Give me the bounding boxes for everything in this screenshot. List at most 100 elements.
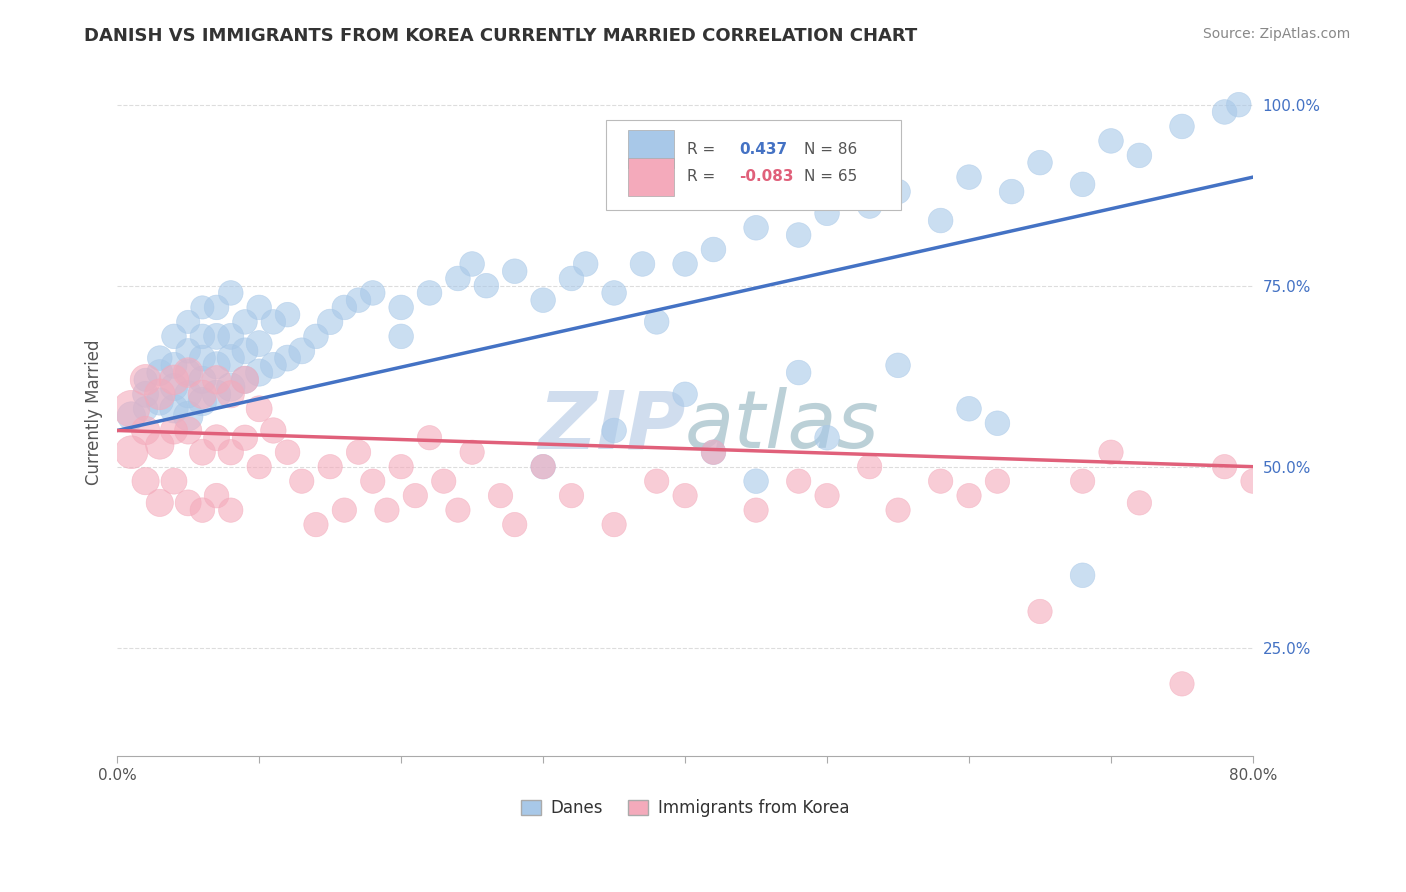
Point — [191, 387, 214, 401]
Point — [347, 445, 370, 459]
Point — [163, 424, 186, 438]
Point — [135, 373, 157, 387]
Point — [645, 315, 668, 329]
Point — [191, 351, 214, 365]
Text: -0.083: -0.083 — [740, 169, 794, 185]
Point — [702, 445, 724, 459]
Point — [631, 257, 654, 271]
Point — [233, 373, 256, 387]
Point — [163, 373, 186, 387]
Point — [163, 359, 186, 373]
Point — [389, 459, 412, 474]
Point — [673, 387, 696, 401]
Text: R =: R = — [688, 169, 720, 185]
Text: R =: R = — [688, 142, 720, 157]
Point — [531, 459, 554, 474]
Point — [205, 373, 228, 387]
Point — [531, 293, 554, 308]
Point — [277, 351, 299, 365]
Point — [291, 343, 314, 358]
Point — [262, 424, 284, 438]
Point — [673, 489, 696, 503]
Point — [447, 503, 470, 517]
Point — [191, 373, 214, 387]
Text: N = 86: N = 86 — [804, 142, 858, 157]
Point — [418, 431, 440, 445]
Point — [503, 517, 526, 532]
Point — [177, 343, 200, 358]
Text: Source: ZipAtlas.com: Source: ZipAtlas.com — [1202, 27, 1350, 41]
Point — [205, 489, 228, 503]
Point — [219, 445, 242, 459]
Point — [1171, 677, 1194, 691]
Point — [1001, 185, 1024, 199]
Point — [447, 271, 470, 285]
Point — [929, 213, 952, 227]
Point — [191, 301, 214, 315]
Point — [347, 293, 370, 308]
Point — [1029, 155, 1052, 169]
Point — [149, 438, 172, 452]
Point — [333, 503, 356, 517]
Point — [233, 373, 256, 387]
Point — [1171, 120, 1194, 134]
Point — [233, 343, 256, 358]
Point — [1099, 134, 1122, 148]
Y-axis label: Currently Married: Currently Married — [86, 340, 103, 485]
Point — [191, 329, 214, 343]
Point — [560, 489, 582, 503]
Point — [291, 474, 314, 488]
Point — [177, 409, 200, 423]
Point — [702, 445, 724, 459]
Point — [305, 329, 328, 343]
Point — [575, 257, 598, 271]
Point — [986, 416, 1008, 430]
Point — [277, 445, 299, 459]
Point — [191, 445, 214, 459]
Point — [319, 459, 342, 474]
Point — [319, 315, 342, 329]
Point — [1128, 148, 1150, 162]
Point — [219, 387, 242, 401]
Point — [149, 394, 172, 409]
Point — [957, 489, 980, 503]
Point — [375, 503, 398, 517]
Point — [1071, 568, 1094, 582]
Point — [205, 431, 228, 445]
Point — [560, 271, 582, 285]
Point — [603, 285, 626, 300]
Point — [205, 301, 228, 315]
Point — [163, 380, 186, 394]
Point — [859, 199, 882, 213]
Point — [135, 373, 157, 387]
Point — [787, 366, 810, 380]
Point — [205, 329, 228, 343]
Point — [1227, 97, 1250, 112]
Point — [333, 301, 356, 315]
Point — [120, 445, 142, 459]
Point — [149, 387, 172, 401]
Point — [135, 401, 157, 416]
Point — [1099, 445, 1122, 459]
Point — [815, 489, 838, 503]
Point — [957, 401, 980, 416]
Point — [361, 474, 384, 488]
Point — [177, 366, 200, 380]
Point — [887, 185, 910, 199]
Point — [247, 459, 270, 474]
Point — [887, 359, 910, 373]
Point — [745, 503, 768, 517]
Point — [887, 503, 910, 517]
Point — [1071, 474, 1094, 488]
Point — [120, 401, 142, 416]
Text: DANISH VS IMMIGRANTS FROM KOREA CURRENTLY MARRIED CORRELATION CHART: DANISH VS IMMIGRANTS FROM KOREA CURRENTL… — [84, 27, 918, 45]
Point — [1241, 474, 1264, 488]
Point — [787, 474, 810, 488]
Point — [149, 366, 172, 380]
Point — [247, 336, 270, 351]
Point — [986, 474, 1008, 488]
Point — [177, 496, 200, 510]
Point — [177, 366, 200, 380]
Point — [191, 394, 214, 409]
Point — [389, 329, 412, 343]
